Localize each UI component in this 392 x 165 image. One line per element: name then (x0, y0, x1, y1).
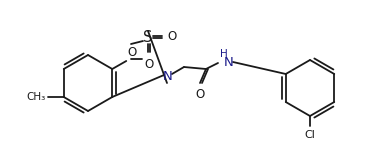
Text: CH₃: CH₃ (27, 92, 46, 102)
Text: Cl: Cl (305, 130, 316, 140)
Text: N: N (224, 55, 234, 68)
Text: O: O (127, 46, 136, 59)
Text: O: O (144, 58, 154, 71)
Text: H: H (220, 49, 228, 59)
Text: O: O (195, 88, 205, 101)
Text: N: N (163, 70, 173, 83)
Text: O: O (167, 31, 176, 44)
Text: S: S (143, 31, 153, 46)
